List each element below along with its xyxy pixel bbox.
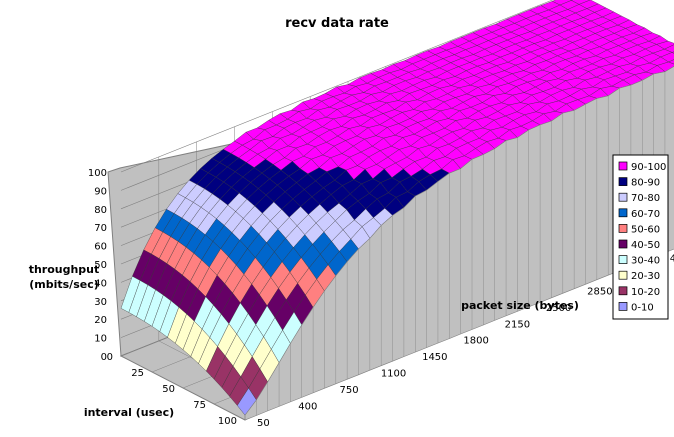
z-tick-label: 70	[94, 223, 107, 234]
legend-swatch	[618, 192, 628, 202]
legend-swatch	[618, 161, 628, 171]
z-tick-label: 30	[94, 297, 107, 308]
z-axis-label-line-1: throughput	[29, 263, 100, 276]
surface	[120, 0, 674, 421]
packet-size-tick-label: 2500	[546, 303, 571, 314]
interval-tick-label: 100	[218, 416, 237, 427]
legend-swatch	[618, 224, 628, 233]
packet-size-tick-label: 1800	[463, 336, 488, 347]
interval-axis-ticks: 0 25 50 75 100	[107, 352, 237, 427]
legend-label: 80-90	[631, 178, 660, 189]
z-tick-label: 90	[94, 186, 107, 197]
packet-size-tick-label: 4250	[670, 253, 674, 264]
legend-label: 70-80	[631, 193, 660, 204]
legend-label: 0-10	[631, 302, 654, 313]
legend-label: 90-100	[631, 162, 666, 173]
z-tick-label: 60	[94, 242, 107, 253]
legend-swatch	[618, 177, 628, 186]
packet-size-tick-label: 50	[257, 418, 270, 429]
packet-size-axis-label: packet size (bytes)	[461, 299, 579, 312]
legend-label: 50-60	[631, 224, 660, 235]
legend-swatch	[618, 270, 628, 280]
interval-tick-label: 25	[131, 368, 144, 379]
packet-size-tick-label: 400	[298, 402, 317, 413]
interval-tick-label: 50	[162, 384, 175, 395]
packet-size-tick-label: 1450	[422, 352, 447, 363]
packet-size-tick-label: 2150	[505, 319, 530, 330]
legend-swatch	[618, 255, 628, 264]
legend-swatch	[618, 286, 628, 296]
z-tick-label: 50	[94, 260, 107, 271]
legend-label: 40-50	[631, 240, 660, 251]
interval-tick-label: 75	[193, 400, 206, 411]
legend: 90-100 80-90 70-80 60-70 50-60 40-50 30-40 20-3…	[612, 154, 669, 320]
z-tick-label: 80	[94, 205, 107, 216]
z-tick-label: 10	[94, 334, 107, 345]
packet-size-tick-label: 2850	[587, 286, 612, 297]
legend-swatch	[618, 239, 628, 249]
legend-label: 10-20	[631, 287, 660, 298]
legend-swatch	[618, 208, 628, 218]
packet-size-tick-label: 750	[340, 385, 359, 396]
z-tick-label: 0	[101, 352, 107, 363]
packet-size-tick-label: 1100	[381, 369, 406, 380]
chart-title: recv data rate	[285, 16, 389, 31]
legend-swatch	[618, 302, 628, 311]
z-tick-label: 100	[88, 168, 107, 179]
z-axis-ticks: 0 10 20 30 40 50 60 70 80 90 100	[88, 168, 107, 363]
interval-tick-label: 0	[107, 352, 113, 363]
z-tick-label: 40	[94, 278, 107, 289]
surface-front-face	[244, 66, 674, 421]
interval-axis-label: interval (usec)	[84, 406, 174, 419]
legend-label: 30-40	[631, 256, 660, 267]
legend-label: 20-30	[631, 271, 660, 282]
z-axis-label-line-2: (mbits/sec)	[29, 278, 99, 291]
legend-label: 60-70	[631, 209, 660, 220]
z-tick-label: 20	[94, 315, 107, 326]
